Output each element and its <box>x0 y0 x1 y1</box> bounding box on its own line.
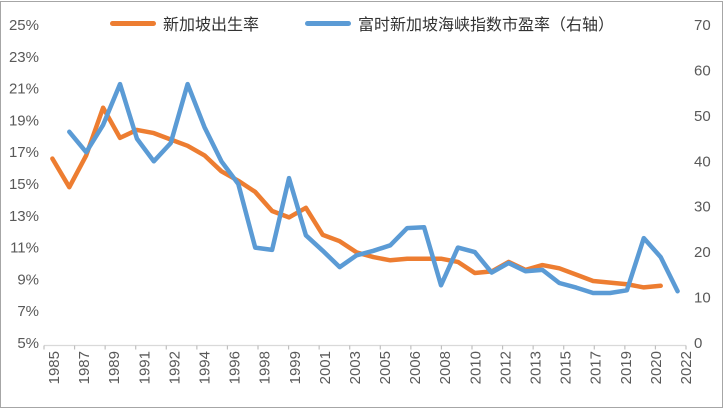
x-axis-label: 2017 <box>588 351 605 384</box>
right-axis-label: 60 <box>694 62 711 79</box>
birth-rate-legend-label: 新加坡出生率 <box>162 17 259 34</box>
right-axis-label: 10 <box>694 290 711 307</box>
right-axis-label: 40 <box>694 153 711 170</box>
x-axis-label: 1985 <box>46 351 63 384</box>
left-axis-label: 5% <box>17 335 39 352</box>
x-axis-label: 1994 <box>196 351 213 384</box>
pe-ratio-line <box>67 81 680 296</box>
left-axis-label: 15% <box>9 176 39 193</box>
right-axis-label: 20 <box>694 244 711 261</box>
x-axis-label: 2013 <box>528 351 545 384</box>
x-axis-label: 2005 <box>377 351 394 384</box>
x-axis-label: 1998 <box>257 351 274 384</box>
x-axis-label: 1991 <box>136 351 153 384</box>
birth-rate-line-swatch <box>109 20 156 26</box>
x-axis-label: 2001 <box>317 351 334 384</box>
pe-ratio-legend-label: 富时新加坡海峡指数市盈率（右轴） <box>358 17 615 34</box>
x-axis-label: 2010 <box>467 351 484 384</box>
birth-rate-line <box>50 105 663 290</box>
right-axis-label: 0 <box>694 335 702 352</box>
left-axis-label: 13% <box>9 208 39 225</box>
pe-ratio-line-swatch <box>305 20 351 26</box>
x-axis-label: 2020 <box>648 351 665 384</box>
x-axis-label: 1992 <box>166 351 183 384</box>
legend-item-pe-ratio: 富时新加坡海峡指数市盈率（右轴） <box>305 11 614 35</box>
left-axis-label: 25% <box>9 17 39 34</box>
x-axis-label: 2008 <box>437 351 454 384</box>
x-axis-label: 2022 <box>678 351 695 384</box>
left-axis-label: 23% <box>9 49 39 66</box>
x-axis-label: 2019 <box>618 351 635 384</box>
x-axis-label: 1996 <box>227 351 244 384</box>
x-axis-label: 1987 <box>76 351 93 384</box>
x-axis-label: 1999 <box>287 351 304 384</box>
x-axis-label: 2003 <box>347 351 364 384</box>
right-axis-label: 30 <box>694 199 711 216</box>
left-axis-label: 17% <box>9 144 39 161</box>
x-axis-label: 2012 <box>497 351 514 384</box>
x-axis-label: 2015 <box>558 351 575 384</box>
legend-item-birth-rate: 新加坡出生率 <box>109 11 259 35</box>
chart-frame <box>0 1 723 408</box>
chart-legend: 新加坡出生率 富时新加坡海峡指数市盈率（右轴） <box>0 11 724 35</box>
x-axis-label: 2006 <box>407 351 424 384</box>
x-axis-label: 1989 <box>106 351 123 384</box>
right-axis-label: 70 <box>694 17 711 34</box>
left-axis-label: 7% <box>17 303 39 320</box>
left-axis-label: 11% <box>10 240 39 257</box>
left-axis-label: 19% <box>9 112 39 129</box>
left-axis-label: 9% <box>17 271 39 288</box>
right-axis-label: 50 <box>694 108 711 125</box>
left-axis-label: 21% <box>9 81 39 98</box>
